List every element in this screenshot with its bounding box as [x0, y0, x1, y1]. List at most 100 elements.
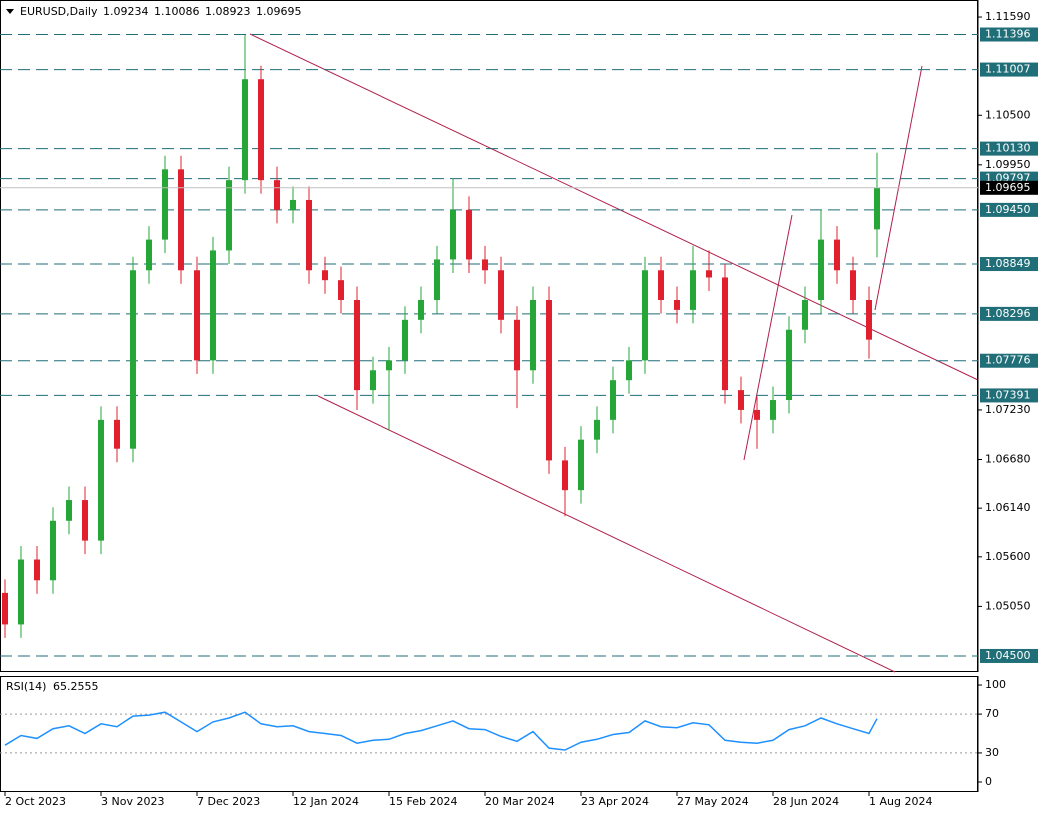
level-label-box	[980, 141, 1038, 156]
candle-body	[242, 79, 248, 181]
candle-body	[866, 299, 872, 340]
candle-body	[578, 439, 584, 491]
candle-body	[82, 500, 88, 541]
y-tick-label: 70	[985, 707, 999, 720]
x-tick-label: 27 May 2024	[677, 795, 749, 808]
candle-body	[834, 239, 840, 271]
candle-body	[626, 360, 632, 381]
level-label: 1.09450	[985, 203, 1031, 216]
x-tick-label: 1 Aug 2024	[869, 795, 932, 808]
y-tick-label: 100	[985, 678, 1006, 691]
candle-body	[562, 460, 568, 491]
y-tick-label: 1.05600	[985, 550, 1031, 563]
y-tick-label: 1.11590	[985, 10, 1031, 23]
candle-body	[594, 419, 600, 440]
candle-body	[290, 199, 296, 210]
level-label-box	[980, 353, 1038, 368]
y-tick-label: 1.09950	[985, 158, 1031, 171]
candle-body	[66, 500, 72, 521]
symbol-title: EURUSD,Daily	[20, 5, 98, 18]
candle-body	[2, 592, 8, 625]
level-label: 1.11007	[985, 63, 1031, 76]
level-label-box	[980, 306, 1038, 321]
y-tick-label: 1.07230	[985, 403, 1031, 416]
level-label-box	[980, 257, 1038, 272]
candle-body	[818, 239, 824, 300]
candle-body	[770, 400, 776, 420]
candle-body	[850, 270, 856, 300]
candle-body	[18, 559, 24, 625]
candle-body	[514, 319, 520, 371]
x-tick-label: 20 Mar 2024	[485, 795, 555, 808]
header-close: 1.09695	[256, 5, 302, 18]
level-label-box	[980, 202, 1038, 217]
candle-body	[146, 239, 152, 271]
candle-body	[322, 270, 328, 281]
candle-body	[402, 319, 408, 361]
level-label: 1.10130	[985, 142, 1031, 155]
x-tick-label: 12 Jan 2024	[293, 795, 359, 808]
candle-body	[306, 199, 312, 271]
candle-body	[802, 299, 808, 330]
candle-body	[114, 419, 120, 449]
candle-body	[274, 180, 280, 210]
level-label-box	[980, 388, 1038, 403]
menu-arrow[interactable]	[6, 9, 14, 14]
x-tick-label: 28 Jun 2024	[773, 795, 839, 808]
candle-body	[50, 520, 56, 581]
x-tick-label: 3 Nov 2023	[101, 795, 164, 808]
current-price-label: 1.09695	[985, 181, 1031, 194]
level-label: 1.04500	[985, 649, 1031, 662]
candle-body	[338, 280, 344, 300]
candle-body	[466, 209, 472, 260]
candle-body	[162, 169, 168, 240]
y-tick-label: 1.06140	[985, 501, 1031, 514]
level-label: 1.07391	[985, 388, 1031, 401]
candle-body	[530, 299, 536, 371]
y-tick-label: 0	[985, 775, 992, 788]
candle-body	[418, 299, 424, 320]
header-low: 1.08923	[205, 5, 251, 18]
level-label-box	[980, 648, 1038, 663]
candle-body	[34, 559, 40, 581]
x-tick-label: 7 Dec 2023	[197, 795, 260, 808]
trendline	[317, 395, 896, 673]
level-label: 1.07776	[985, 354, 1031, 367]
y-tick-label: 30	[985, 746, 999, 759]
candle-body	[370, 370, 376, 391]
trendline	[743, 214, 793, 461]
candle-body	[706, 270, 712, 278]
level-label-box	[980, 62, 1038, 77]
trendline	[249, 33, 979, 381]
candle-body	[226, 180, 232, 251]
candle-body	[194, 270, 200, 361]
rsi-line	[4, 711, 878, 751]
candle-body	[690, 270, 696, 310]
candle-body	[498, 270, 504, 320]
candle-body	[738, 390, 744, 410]
candle-body	[258, 79, 264, 181]
candle-body	[354, 299, 360, 391]
candle-body	[450, 209, 456, 260]
candle-body	[786, 329, 792, 401]
candle-body	[210, 250, 216, 361]
candle-body	[546, 299, 552, 461]
header-high: 1.10086	[154, 5, 200, 18]
rsi-title: RSI(14)	[6, 680, 46, 693]
level-label: 1.08849	[985, 257, 1031, 270]
level-label: 1.08296	[985, 307, 1031, 320]
candle-body	[674, 299, 680, 310]
level-label: 1.11396	[985, 28, 1031, 41]
candle-body	[722, 277, 728, 391]
candle-body	[610, 380, 616, 420]
candle-body	[874, 187, 880, 230]
candle-body	[178, 169, 184, 271]
y-tick-label: 1.06680	[985, 453, 1031, 466]
candle-body	[98, 419, 104, 541]
x-tick-label: 2 Oct 2023	[5, 795, 66, 808]
candle-body	[434, 259, 440, 300]
y-tick-label: 1.05050	[985, 599, 1031, 612]
candle-body	[386, 360, 392, 371]
candle-body	[130, 270, 136, 449]
rsi-value: 65.2555	[53, 680, 99, 693]
